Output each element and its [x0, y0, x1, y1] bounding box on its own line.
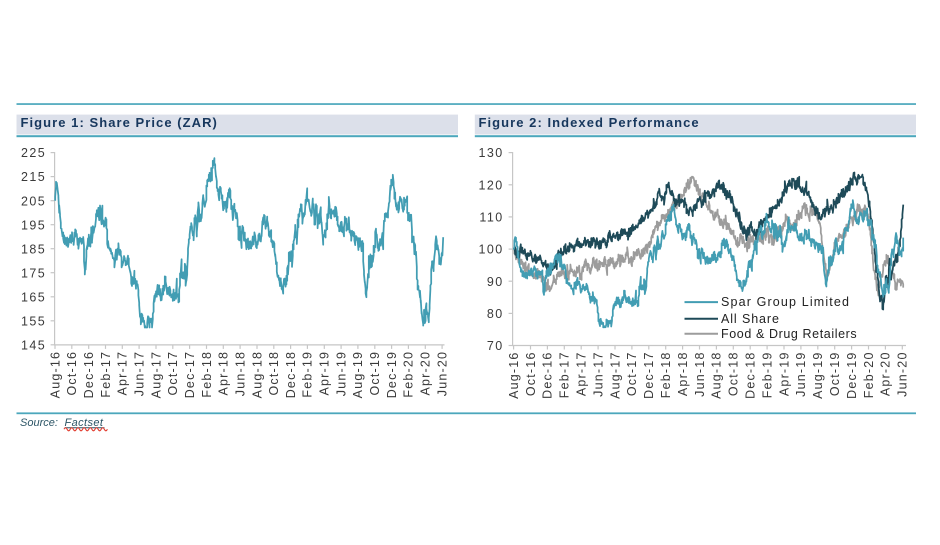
svg-text:Dec-16: Dec-16	[541, 351, 555, 399]
svg-text:70: 70	[487, 339, 504, 353]
svg-text:Jun-20: Jun-20	[435, 351, 449, 396]
svg-text:Jun-17: Jun-17	[591, 351, 605, 396]
svg-text:100: 100	[478, 243, 503, 257]
svg-text:Apr-20: Apr-20	[419, 351, 433, 396]
svg-text:Apr-17: Apr-17	[116, 351, 130, 396]
svg-text:Source:: Source:	[20, 417, 58, 429]
svg-text:Apr-19: Apr-19	[318, 351, 332, 396]
svg-text:205: 205	[21, 194, 46, 208]
svg-text:185: 185	[21, 242, 46, 256]
svg-text:Apr-18: Apr-18	[217, 351, 231, 396]
svg-text:Jun-17: Jun-17	[132, 351, 146, 396]
svg-text:80: 80	[487, 307, 504, 321]
svg-text:Jun-18: Jun-18	[233, 351, 247, 396]
svg-text:175: 175	[21, 266, 46, 280]
svg-text:Aug-17: Aug-17	[149, 351, 163, 399]
svg-text:Dec-19: Dec-19	[385, 351, 399, 399]
svg-text:Oct-16: Oct-16	[524, 351, 538, 396]
svg-text:Jun-19: Jun-19	[334, 351, 348, 396]
svg-text:Oct-19: Oct-19	[828, 351, 842, 396]
svg-text:Dec-17: Dec-17	[183, 351, 197, 399]
svg-text:Jun-18: Jun-18	[693, 351, 707, 396]
svg-text:Feb-17: Feb-17	[558, 351, 572, 398]
svg-text:Oct-16: Oct-16	[65, 351, 79, 396]
svg-text:Apr-20: Apr-20	[879, 351, 893, 396]
svg-text:120: 120	[478, 178, 503, 192]
svg-text:Dec-16: Dec-16	[82, 351, 96, 399]
svg-text:Apr-17: Apr-17	[575, 351, 589, 396]
svg-text:Food & Drug Retailers: Food & Drug Retailers	[721, 327, 857, 341]
svg-text:Aug-19: Aug-19	[811, 351, 825, 399]
svg-text:Feb-19: Feb-19	[760, 351, 774, 398]
svg-text:Feb-18: Feb-18	[659, 351, 673, 398]
svg-text:Aug-16: Aug-16	[507, 351, 521, 399]
svg-text:All Share: All Share	[721, 312, 780, 326]
svg-text:Oct-18: Oct-18	[727, 351, 741, 396]
svg-text:Jun-20: Jun-20	[896, 351, 910, 396]
svg-text:Feb-19: Feb-19	[301, 351, 315, 398]
svg-text:Apr-18: Apr-18	[676, 351, 690, 396]
svg-text:165: 165	[21, 290, 46, 304]
svg-text:Aug-18: Aug-18	[250, 351, 264, 399]
svg-text:Dec-18: Dec-18	[744, 351, 758, 399]
svg-text:110: 110	[479, 211, 503, 225]
svg-text:Spar Group Limited: Spar Group Limited	[721, 295, 850, 309]
svg-text:Aug-17: Aug-17	[608, 351, 622, 399]
svg-text:Oct-17: Oct-17	[625, 351, 639, 396]
svg-text:Feb-17: Feb-17	[99, 351, 113, 398]
svg-text:Jun-19: Jun-19	[794, 351, 808, 396]
svg-text:145: 145	[21, 338, 46, 352]
svg-text:Figure 2: Indexed Performance: Figure 2: Indexed Performance	[479, 115, 700, 130]
svg-text:Aug-18: Aug-18	[710, 351, 724, 399]
svg-text:Apr-19: Apr-19	[777, 351, 791, 396]
svg-text:Oct-19: Oct-19	[368, 351, 382, 396]
svg-text:155: 155	[21, 314, 46, 328]
svg-text:Oct-18: Oct-18	[267, 351, 281, 396]
svg-text:Factset: Factset	[65, 417, 104, 429]
svg-text:Figure 1: Share Price (ZAR): Figure 1: Share Price (ZAR)	[21, 115, 218, 130]
svg-text:Oct-17: Oct-17	[166, 351, 180, 396]
svg-text:130: 130	[478, 146, 503, 160]
svg-text:Feb-18: Feb-18	[200, 351, 214, 398]
svg-text:Feb-20: Feb-20	[402, 351, 416, 398]
svg-text:195: 195	[21, 218, 46, 232]
svg-text:Aug-19: Aug-19	[351, 351, 365, 399]
svg-text:90: 90	[487, 275, 504, 289]
svg-text:225: 225	[21, 146, 46, 160]
svg-text:Aug-16: Aug-16	[48, 351, 62, 399]
svg-text:Dec-18: Dec-18	[284, 351, 298, 399]
svg-text:215: 215	[21, 170, 46, 184]
svg-text:Feb-20: Feb-20	[862, 351, 876, 398]
svg-text:Dec-17: Dec-17	[642, 351, 656, 399]
svg-text:Dec-19: Dec-19	[845, 351, 859, 399]
